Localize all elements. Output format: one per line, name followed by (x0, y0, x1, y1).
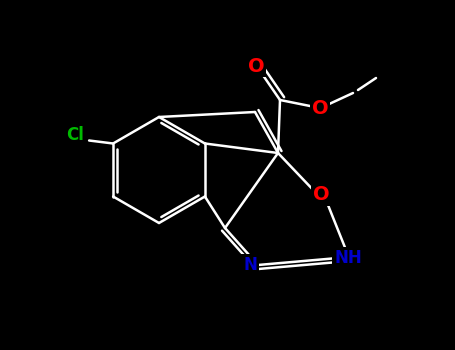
Text: O: O (312, 98, 329, 118)
Text: Cl: Cl (66, 126, 84, 145)
Text: O: O (248, 56, 264, 76)
Text: NH: NH (334, 249, 362, 267)
Text: O: O (313, 186, 329, 204)
Text: N: N (243, 256, 257, 274)
